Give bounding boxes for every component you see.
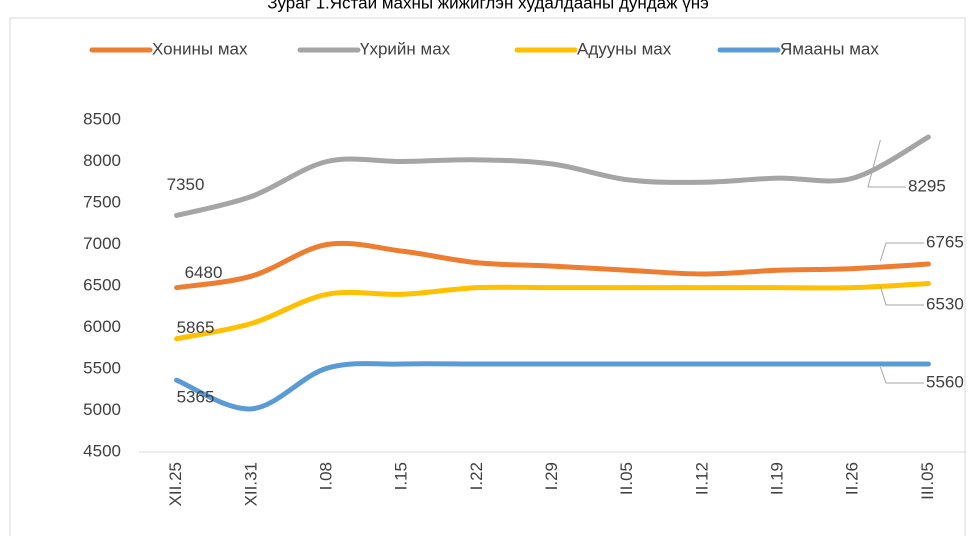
legend-label: Үхрийн мах — [360, 39, 451, 58]
legend-label: Ямааны мах — [780, 39, 879, 58]
y-tick-label: 5500 — [83, 358, 121, 377]
x-tick-label: II.05 — [617, 462, 636, 495]
data-label: 8295 — [908, 176, 946, 195]
series-line — [174, 281, 931, 342]
chart-title: Зураг 1.Ястай махны жижиглэн худалдааны … — [267, 0, 709, 12]
series-line — [174, 361, 931, 412]
y-tick-label: 8000 — [83, 151, 121, 170]
series-line — [174, 240, 931, 291]
legend-label: Хонины мах — [152, 39, 248, 58]
y-tick-label: 6000 — [83, 317, 121, 336]
leader-line — [879, 366, 924, 384]
series-line — [174, 134, 931, 218]
data-label: 5365 — [177, 388, 215, 407]
y-tick-label: 4500 — [83, 441, 121, 460]
x-tick-label: I.15 — [392, 462, 411, 490]
data-label: 7350 — [167, 175, 205, 194]
x-tick-label: II.26 — [843, 462, 862, 495]
y-tick-label: 7500 — [83, 192, 121, 211]
x-tick-label: I.08 — [316, 462, 335, 490]
x-tick-label: III.05 — [918, 462, 937, 500]
chart-frame — [9, 17, 966, 536]
y-tick-label: 6500 — [83, 275, 121, 294]
x-tick-label: I.22 — [467, 462, 486, 490]
data-label: 6530 — [926, 294, 964, 313]
leader-line — [867, 139, 906, 188]
data-label: 6480 — [185, 263, 223, 282]
data-label: 5865 — [177, 318, 215, 337]
x-tick-label: II.19 — [768, 462, 787, 495]
y-tick-label: 5000 — [83, 400, 121, 419]
x-tick-label: XII.31 — [241, 462, 260, 506]
data-label: 6765 — [926, 232, 964, 251]
x-tick-label: I.29 — [542, 462, 561, 490]
x-tick-label: XII.25 — [166, 462, 185, 506]
data-label: 5560 — [926, 372, 964, 391]
leader-line — [879, 242, 924, 262]
legend-label: Адууны мах — [577, 39, 672, 58]
y-tick-label: 7000 — [83, 234, 121, 253]
leader-line — [879, 286, 924, 306]
x-tick-label: II.12 — [692, 462, 711, 495]
y-tick-label: 8500 — [83, 109, 121, 128]
